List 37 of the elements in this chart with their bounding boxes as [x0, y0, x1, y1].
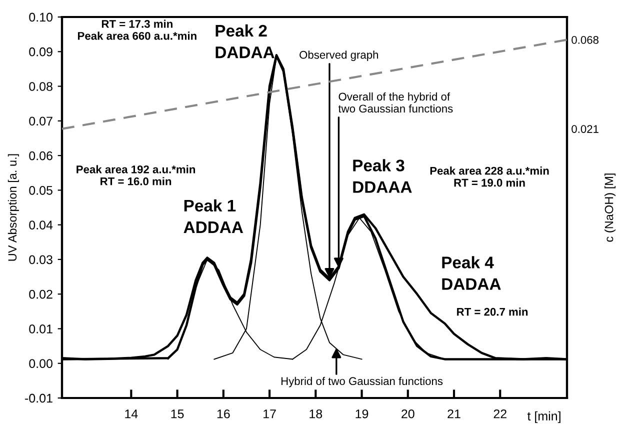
y-tick-label: 0.00: [29, 359, 52, 368]
x-tick-label: 19: [356, 409, 368, 418]
x-tick-label: 21: [448, 409, 460, 418]
annotation: Peak 1 ADDAA: [184, 199, 244, 233]
y2-tick-label: 0.021: [572, 125, 598, 133]
annotation: RT = 20.7 min: [457, 308, 528, 316]
x-tick-label: 16: [217, 409, 230, 418]
annotation: Peak 3 DDAAA: [353, 159, 412, 193]
annotation: RT = 17.3 min Peak area 660 a.u.*min: [78, 20, 196, 40]
annotation: Observed graph: [300, 50, 378, 61]
y-tick-label: 0.10: [29, 12, 52, 22]
annotation: Peak area 228 a.u.*min RT = 19.0 min: [430, 166, 549, 187]
y-tick-label: 0.09: [29, 47, 52, 56]
y-tick-label: 0.03: [29, 255, 52, 264]
annotation: Overall of the hybrid of two Gaussian functions: [338, 92, 453, 113]
y-tick-label: 0.02: [29, 290, 52, 299]
annotation: Peak 4 DADAA: [442, 256, 501, 290]
y2-tick-label: 0.068: [572, 36, 598, 44]
y-axis-title: UV Absorption [a. u.]: [8, 154, 19, 261]
y2-axis-title: c (NaOH) [M]: [604, 174, 616, 242]
x-tick-label: 14: [125, 410, 138, 418]
y-tick-label: -0.01: [25, 394, 52, 403]
x-axis-title: t [min]: [527, 411, 560, 423]
y-tick-label: 0.05: [29, 186, 52, 195]
annotation: Peak 2 DADAA: [216, 24, 274, 58]
y-tick-label: 0.04: [29, 220, 53, 230]
y-tick-label: 0.06: [29, 151, 52, 160]
y-tick-label: 0.08: [29, 82, 52, 91]
annotation: Hybrid of two Gaussian functions: [281, 376, 443, 388]
y-tick-label: 0.07: [29, 116, 52, 126]
y-tick-label: 0.01: [29, 324, 52, 334]
x-tick-label: 15: [171, 410, 184, 418]
x-tick-label: 20: [402, 409, 414, 418]
x-tick-label: 17: [264, 410, 276, 418]
annotation: Peak area 192 a.u.*min RT = 16.0 min: [76, 165, 196, 186]
x-tick-label: 22: [494, 409, 506, 418]
x-tick-label: 18: [310, 409, 322, 418]
